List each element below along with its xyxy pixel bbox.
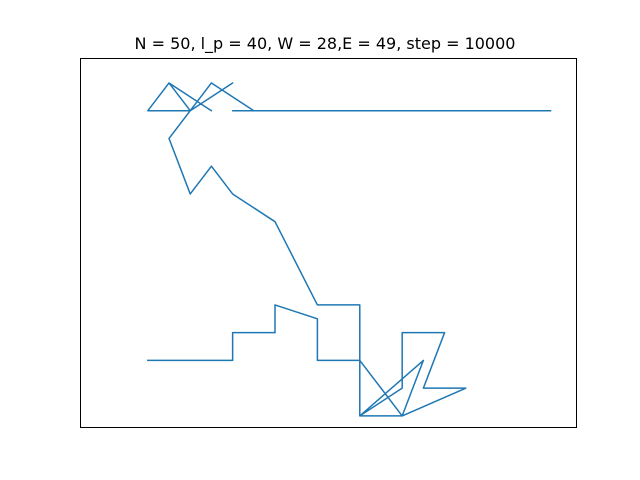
chart-title: N = 50, l_p = 40, W = 28,E = 49, step = …	[135, 34, 516, 54]
axes-frame	[80, 58, 577, 428]
plot-layer	[147, 82, 552, 417]
series-line-0	[147, 82, 552, 417]
